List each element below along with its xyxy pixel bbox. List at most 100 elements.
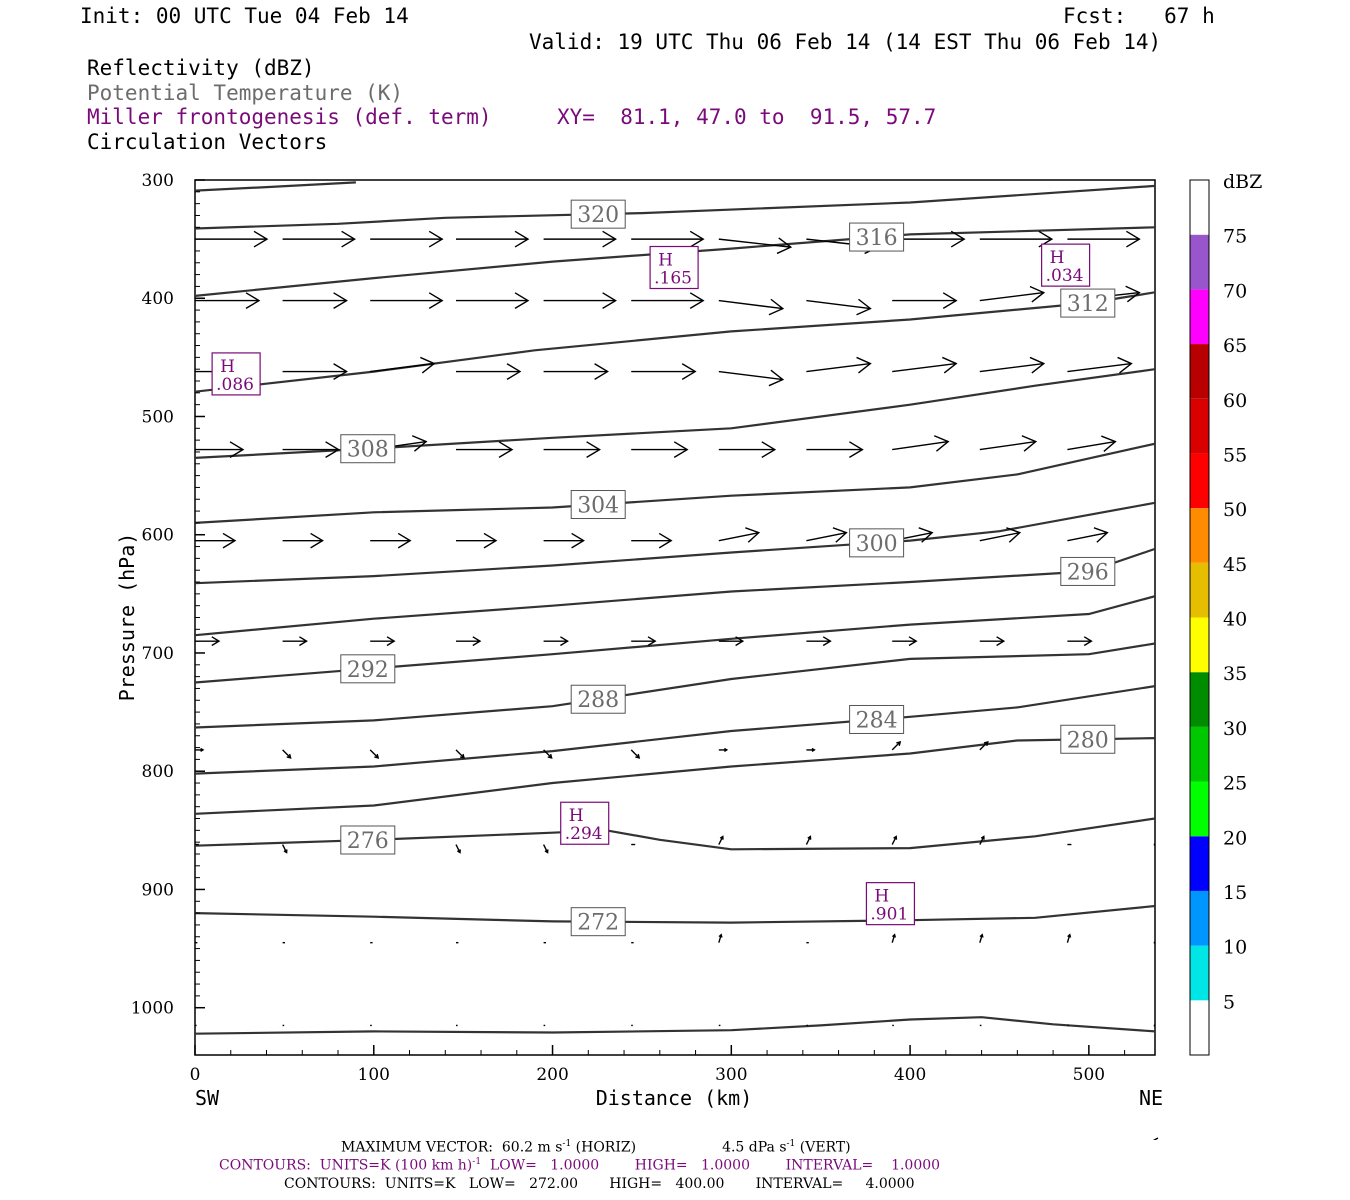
theta-contour-288 [195,642,1155,729]
circulation-vector-3-6 [718,441,777,458]
colorbar-level-15: 15 [1223,882,1247,904]
circulation-vector-2-3 [456,363,522,380]
theta-label-box-320 [570,199,626,229]
circulation-vector-0-3 [456,230,530,248]
circulation-vector-0-1 [282,230,356,248]
circulation-vector-8-9 [979,933,984,943]
y-tick-label-700: 700 [142,644,174,664]
theta-label-296: 296 [1067,560,1109,585]
theta-contour-280 [195,737,1155,815]
frontogenesis-max-1: H.034 [1041,243,1091,287]
circulation-vector-7-8 [891,835,898,845]
theta-label-280: 280 [1067,728,1109,753]
theta-label-box-276 [340,825,396,855]
circulation-vector-1-6 [718,298,785,316]
theta-label-308: 308 [347,438,389,463]
footer-frontogenesis-contours: CONTOURS: UNITS=K (100 km h)-1 LOW= 1.00… [219,1157,941,1174]
circulation-vector-3-8 [892,435,950,452]
y-tick-label-300: 300 [142,171,174,191]
circulation-vector-7-9 [979,835,985,845]
theta-label-box-312 [1060,288,1116,318]
circulation-vector-6-9 [979,740,989,751]
circulation-vector-0-6 [718,237,793,255]
theta-contour-320 [195,184,1155,230]
field-reflectivity: Reflectivity (dBZ) [87,56,315,80]
circulation-vector-6-8 [891,740,902,751]
circulation-vector-1-4 [543,292,617,310]
colorbar-segment-11 [1190,398,1209,454]
x-tick-label-300: 300 [715,1065,747,1085]
colorbar-segment-6 [1190,672,1209,727]
x-axis-right-end-label: NE [1139,1086,1163,1110]
frontogenesis-value-1: .034 [1046,266,1084,286]
circulation-vector-1-7 [806,298,872,316]
frontogenesis-box-0 [649,245,699,290]
circulation-vector-1-1 [282,292,348,310]
footer-theta-contours: CONTOURS: UNITS=K LOW= 272.00 HIGH= 400.… [284,1176,915,1192]
colorbar-level-65: 65 [1223,335,1247,357]
field-potential-temperature: Potential Temperature (K) [87,81,404,105]
colorbar-level-70: 70 [1223,280,1247,302]
circulation-vector-4-3 [456,532,498,549]
circulation-vector-4-5 [631,532,673,549]
circulation-vector-2-7 [806,356,872,374]
colorbar-level-10: 10 [1223,937,1247,959]
colorbar-frame [1189,179,1210,1056]
x-tick-label-200: 200 [536,1065,568,1085]
frontogenesis-label-4: H [874,887,889,907]
circulation-vector-4-1 [282,532,324,549]
y-tick-label-400: 400 [142,289,174,309]
circulation-vector-6-2 [369,749,380,759]
colorbar-segment-3 [1190,836,1209,891]
plot-area [194,179,1156,1056]
field-circulation-vectors: Circulation Vectors [87,130,328,154]
frontogenesis-max-0: H.165 [649,245,699,290]
circulation-vector-4-11 [1155,533,1195,547]
circulation-vector-0-10 [1067,230,1141,248]
circulation-vector-6-5 [630,749,641,759]
circulation-vector-3-9 [979,435,1038,452]
x-tick-label-0: 0 [190,1065,201,1085]
circulation-vector-5-1 [282,636,308,647]
cross-section-chart: 320316312308304300296292288284280276272 … [115,171,1262,1140]
theta-label-box-316 [849,222,905,252]
theta-contour-284 [195,685,1155,775]
theta-label-284: 284 [856,708,898,733]
circulation-vector-6-4 [543,749,553,759]
theta-label-box-292 [340,654,396,684]
circulation-vector-2-1 [282,363,348,380]
circulation-vector-5-10 [1067,636,1093,647]
frontogenesis-max-3: H.294 [560,801,610,845]
y-tick-label-800: 800 [142,762,174,782]
x-tick-label-400: 400 [894,1065,926,1085]
y-tick-label-1000: 1000 [131,999,174,1019]
circulation-vector-3-7 [806,441,864,458]
circulation-vector-4-7 [806,527,848,543]
colorbar-title: dBZ [1223,171,1262,193]
colorbar-level-20: 20 [1223,827,1247,849]
theta-contour-unlabeled-14 [195,1016,1155,1035]
circulation-vector-7-3 [455,844,461,854]
theta-label-288: 288 [577,688,619,713]
frontogenesis-value-3: .294 [565,824,603,844]
theta-label-box-272 [570,907,626,937]
y-tick-label-900: 900 [142,880,174,900]
circulation-vector-8-8 [891,933,897,943]
colorbar-level-45: 45 [1223,554,1247,576]
y-axis-label: Pressure (hPa) [115,533,139,702]
circulation-vector-1-9 [979,285,1046,303]
colorbar-segment-1 [1190,945,1209,1001]
circulation-vector-7-11 [1153,843,1155,846]
max-vector-reference-arrow [1152,1137,1159,1140]
colorbar-segment-13 [1190,289,1209,345]
circulation-vector-5-9 [979,636,1006,647]
theta-label-276: 276 [347,829,389,854]
x-tick-label-500: 500 [1073,1065,1105,1085]
colorbar-segment-7 [1190,617,1209,673]
frontogenesis-value-4: .901 [870,905,908,925]
frontogenesis-label-2: H [220,357,235,377]
colorbar-segment-2 [1190,890,1209,946]
circulation-vector-4-4 [543,532,585,549]
colorbar-level-40: 40 [1223,609,1247,631]
colorbar-level-5: 5 [1223,991,1235,1013]
